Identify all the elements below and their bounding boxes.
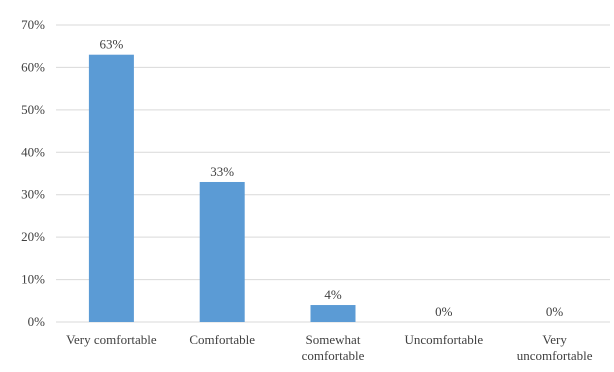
y-axis-tick-labels: 0% 10% 20% 30% 40% 50% 60% 70% — [21, 17, 45, 329]
y-tick-label: 30% — [21, 187, 45, 202]
x-category-label-line: Somewhat — [306, 332, 361, 347]
data-label: 63% — [99, 37, 123, 52]
bar — [199, 181, 245, 322]
data-label: 33% — [210, 164, 234, 179]
y-tick-label: 40% — [21, 144, 45, 159]
x-category-label-line: Very comfortable — [66, 332, 157, 347]
x-category-label-line: Very — [542, 332, 567, 347]
data-label: 4% — [324, 287, 342, 302]
x-category-label-line: comfortable — [302, 348, 365, 363]
y-tick-label: 0% — [28, 314, 46, 329]
bar — [88, 54, 134, 322]
y-tick-label: 10% — [21, 272, 45, 287]
x-category-label: Uncomfortable — [404, 332, 483, 347]
x-category-label: Somewhat comfortable — [302, 332, 365, 363]
y-tick-label: 70% — [21, 17, 45, 32]
data-label: 0% — [546, 304, 564, 319]
x-category-label-line: uncomfortable — [517, 348, 593, 363]
x-category-label-line: Comfortable — [189, 332, 255, 347]
data-labels: 63% 33% 4% 0% 0% — [99, 37, 563, 319]
bar — [310, 305, 356, 322]
x-category-label: Comfortable — [189, 332, 255, 347]
x-category-label-line: Uncomfortable — [404, 332, 483, 347]
gridlines — [56, 24, 610, 323]
y-tick-label: 60% — [21, 59, 45, 74]
data-label: 0% — [435, 304, 453, 319]
x-category-label: Very uncomfortable — [517, 332, 593, 363]
x-category-label: Very comfortable — [66, 332, 157, 347]
y-tick-label: 50% — [21, 102, 45, 117]
x-axis-category-labels: Very comfortable Comfortable Somewhat comfo… — [66, 332, 593, 363]
y-tick-label: 20% — [21, 229, 45, 244]
bars — [88, 54, 356, 322]
